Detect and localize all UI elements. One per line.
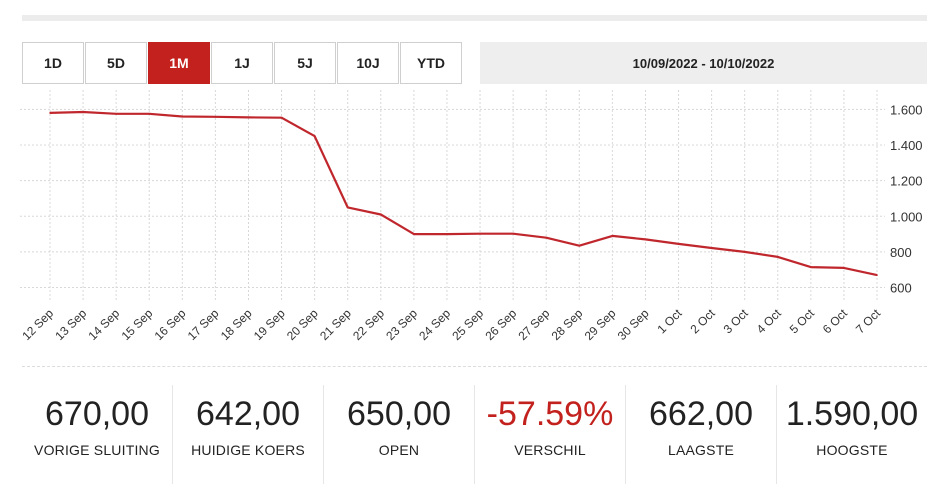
tab-5d[interactable]: 5D	[85, 42, 147, 84]
stat-value: -57.59%	[486, 395, 614, 433]
x-tick-label: 12 Sep	[19, 306, 56, 343]
stats-panel: 670,00 VORIGE SLUITING 642,00 HUIDIGE KO…	[22, 385, 927, 484]
data-point	[346, 206, 349, 209]
y-tick-label: 1.000	[890, 209, 923, 224]
x-tick-label: 7 Oct	[853, 306, 884, 337]
tab-1j[interactable]: 1J	[211, 42, 273, 84]
stat-label: LAAGSTE	[668, 442, 734, 458]
data-point	[578, 244, 581, 247]
data-point	[280, 116, 283, 119]
data-point	[545, 236, 547, 239]
x-tick-label: 30 Sep	[615, 306, 652, 343]
data-point	[743, 251, 746, 253]
x-tick-label: 25 Sep	[449, 306, 486, 343]
x-tick-label: 27 Sep	[516, 306, 553, 343]
series-line	[49, 110, 878, 277]
data-point	[214, 116, 217, 118]
x-tick-label: 23 Sep	[383, 306, 420, 343]
x-tick-label: 16 Sep	[152, 306, 189, 343]
x-tick-label: 2 Oct	[688, 306, 719, 337]
stat-value: 670,00	[45, 395, 149, 433]
data-point	[710, 247, 713, 249]
x-tick-label: 28 Sep	[549, 306, 586, 343]
stat-low: 662,00 LAAGSTE	[626, 385, 777, 484]
x-tick-label: 22 Sep	[350, 306, 387, 343]
x-tick-label: 20 Sep	[284, 306, 321, 343]
tab-1d[interactable]: 1D	[22, 42, 84, 84]
x-tick-label: 6 Oct	[820, 306, 851, 337]
y-tick-label: 1.400	[890, 138, 923, 153]
x-tick-label: 1 Oct	[654, 306, 685, 337]
top-divider-bar	[22, 15, 927, 21]
range-tabs: 1D 5D 1M 1J 5J 10J YTD	[22, 42, 462, 84]
x-tick-label: 26 Sep	[482, 306, 519, 343]
x-tick-label: 24 Sep	[416, 306, 453, 343]
data-point	[611, 235, 614, 237]
data-point	[247, 116, 250, 119]
tab-10j[interactable]: 10J	[337, 42, 399, 84]
stat-high: 1.590,00 HOOGSTE	[777, 385, 927, 484]
data-point	[446, 233, 448, 235]
tab-1m[interactable]: 1M	[148, 42, 210, 84]
data-point	[313, 135, 316, 137]
x-tick-label: 19 Sep	[251, 306, 288, 343]
data-point	[413, 233, 415, 235]
stat-label: VORIGE SLUITING	[34, 442, 160, 458]
data-point	[776, 256, 779, 258]
stat-current-price: 642,00 HUIDIGE KOERS	[173, 385, 324, 484]
date-range-display: 10/09/2022 - 10/10/2022	[480, 42, 927, 84]
stats-divider	[22, 366, 927, 367]
tab-ytd[interactable]: YTD	[400, 42, 462, 84]
y-tick-label: 600	[890, 281, 912, 296]
data-point	[479, 232, 481, 235]
stat-value: 1.590,00	[785, 395, 919, 433]
stat-value: 662,00	[649, 395, 753, 433]
stat-change: -57.59% VERSCHIL	[475, 385, 626, 484]
x-tick-label: 29 Sep	[582, 306, 619, 343]
x-tick-label: 17 Sep	[185, 306, 222, 343]
stat-open: 650,00 OPEN	[324, 385, 475, 484]
x-tick-label: 3 Oct	[721, 306, 752, 337]
stat-label: HUIDIGE KOERS	[191, 442, 305, 458]
x-tick-label: 15 Sep	[119, 306, 156, 343]
y-tick-label: 1.200	[890, 174, 923, 189]
data-point	[810, 266, 812, 268]
stat-value: 650,00	[347, 395, 451, 433]
x-tick-label: 5 Oct	[787, 306, 818, 337]
data-point	[843, 267, 845, 269]
data-point	[181, 115, 184, 118]
data-point	[115, 113, 117, 115]
stat-label: VERSCHIL	[514, 442, 586, 458]
x-tick-label: 18 Sep	[218, 306, 255, 343]
data-point	[82, 111, 84, 113]
y-tick-label: 800	[890, 245, 912, 260]
data-point	[512, 232, 514, 235]
x-tick-label: 13 Sep	[52, 306, 89, 343]
data-point	[380, 213, 382, 216]
stat-label: HOOGSTE	[816, 442, 888, 458]
y-tick-label: 1.600	[890, 102, 923, 117]
x-tick-label: 14 Sep	[85, 306, 122, 343]
data-point	[644, 238, 647, 241]
stat-value: 642,00	[196, 395, 300, 433]
x-tick-label: 21 Sep	[317, 306, 354, 343]
data-point	[49, 112, 51, 114]
data-point	[148, 113, 151, 115]
x-tick-label: 4 Oct	[754, 306, 785, 337]
stat-previous-close: 670,00 VORIGE SLUITING	[22, 385, 173, 484]
tab-5j[interactable]: 5J	[274, 42, 336, 84]
data-point	[677, 243, 680, 245]
stat-label: OPEN	[378, 442, 420, 458]
data-point	[876, 274, 878, 276]
